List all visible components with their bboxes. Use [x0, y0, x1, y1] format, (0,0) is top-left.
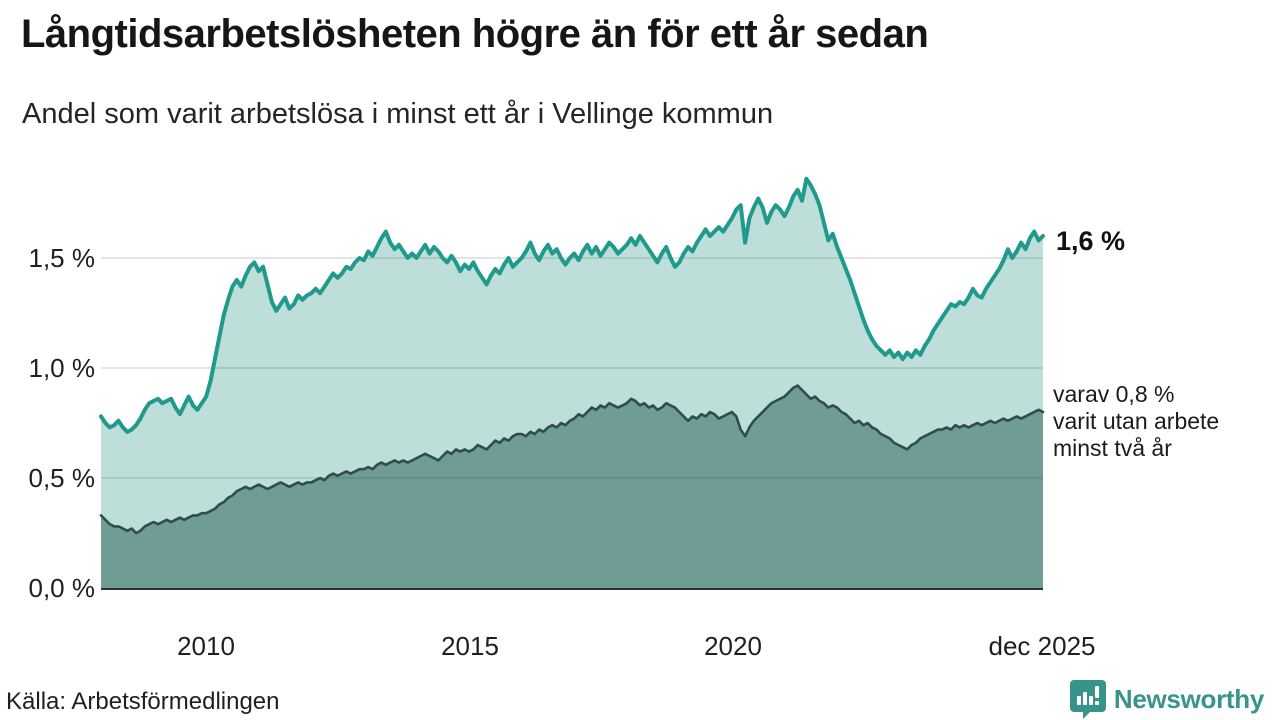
y-tick-0-5: 0,5 %: [28, 463, 96, 493]
y-tick-0-0: 0,0 %: [28, 573, 96, 603]
end-value-label: 1,6 %: [1056, 226, 1126, 256]
chart-subtitle: Andel som varit arbetslösa i minst ett å…: [22, 98, 774, 130]
y-tick-1-5: 1,5 %: [28, 243, 96, 273]
secondary-series-label-line3: minst två år: [1053, 435, 1172, 461]
secondary-series-label-line1: varav 0,8 %: [1053, 381, 1175, 407]
x-tick-2015: 2015: [441, 631, 499, 661]
x-tick-2010: 2010: [177, 631, 235, 661]
series-one-year-line: [99, 176, 1045, 434]
secondary-series-label: varav 0,8 % varit utan arbete minst två …: [1053, 381, 1219, 462]
newsworthy-icon: [1069, 680, 1106, 719]
secondary-series-label-line2: varit utan arbete: [1053, 408, 1220, 434]
brand-logo: Newsworthy: [1069, 679, 1264, 719]
y-tick-1-0: 1,0 %: [28, 353, 96, 383]
source-credit: Källa: Arbetsförmedlingen: [6, 688, 280, 715]
x-tick-2020: 2020: [704, 631, 762, 661]
x-tick-dec-2025: dec 2025: [988, 631, 1096, 661]
series-two-year-area: [101, 385, 1043, 588]
brand-name: Newsworthy: [1113, 683, 1264, 714]
chart-title: Långtidsarbetslösheten högre än för ett …: [21, 12, 929, 56]
series-two-year-line: [99, 384, 1045, 535]
